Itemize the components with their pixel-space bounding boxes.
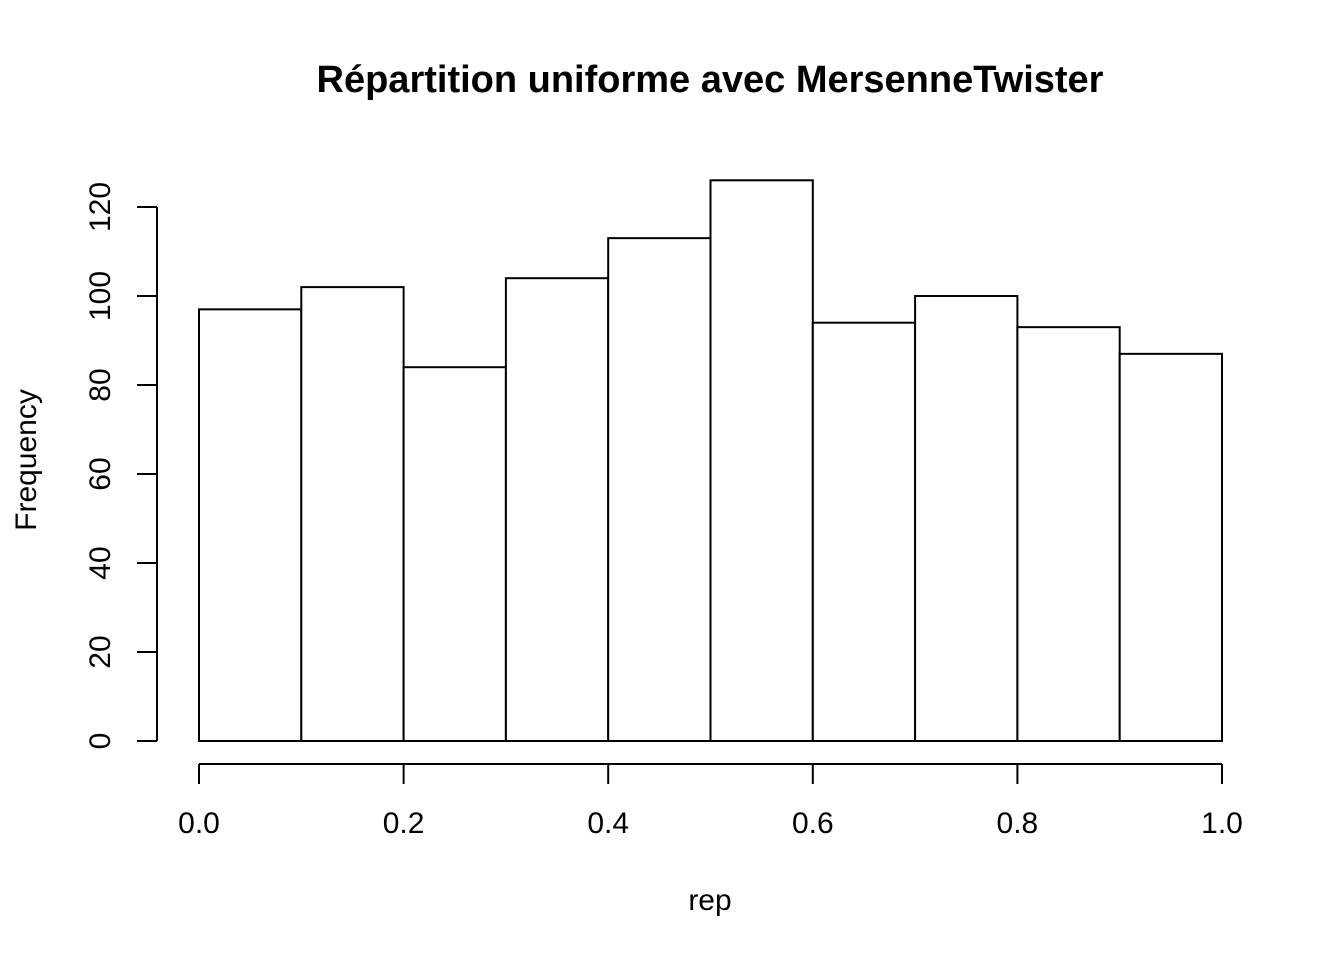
histogram-bar-1 [300, 286, 405, 742]
y-tick-label-0: 0 [84, 733, 117, 750]
x-tick-label-4: 0.8 [997, 807, 1039, 840]
y-axis: 0 20 40 60 80 100 120 [84, 182, 158, 750]
x-tick-label-5: 1.0 [1201, 807, 1243, 840]
histogram-bar-9 [1118, 352, 1223, 742]
histogram-bars [198, 179, 1223, 743]
y-tick-label-5: 100 [84, 271, 117, 321]
y-tick-label-2: 40 [84, 546, 117, 579]
histogram-bar-3 [504, 277, 610, 742]
x-tick-label-1: 0.2 [383, 807, 425, 840]
histogram-bar-0 [198, 308, 303, 742]
y-tick-label-6: 120 [84, 182, 117, 232]
histogram-bar-2 [402, 366, 507, 742]
y-tick-label-3: 60 [84, 457, 117, 490]
y-tick-label-1: 20 [84, 635, 117, 668]
histogram-bar-7 [914, 295, 1019, 742]
x-tick-label-3: 0.6 [792, 807, 834, 840]
x-tick-label-2: 0.4 [587, 807, 629, 840]
y-axis-label: Frequency [10, 389, 43, 531]
histogram-bar-5 [709, 179, 814, 743]
histogram-bar-8 [1016, 326, 1121, 742]
x-axis: 0.0 0.2 0.4 0.6 0.8 1.0 [178, 763, 1243, 840]
histogram-bar-4 [607, 237, 712, 742]
y-tick-label-4: 80 [84, 368, 117, 401]
x-tick-label-0: 0.0 [178, 807, 220, 840]
x-axis-label: rep [688, 884, 731, 917]
histogram-bar-6 [811, 321, 917, 742]
chart-title: Répartition uniforme avec MersenneTwiste… [317, 59, 1104, 101]
